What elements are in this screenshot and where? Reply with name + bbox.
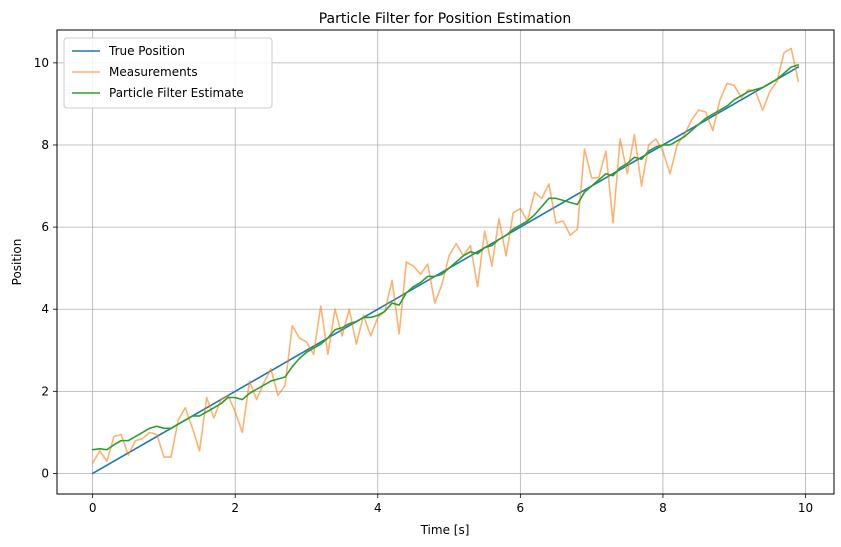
series-layer <box>91 47 800 475</box>
legend-label: Measurements <box>109 65 198 79</box>
legend-label: True Position <box>108 44 185 58</box>
y-tick-label: 4 <box>41 302 49 316</box>
y-tick-label: 0 <box>41 466 49 480</box>
y-tick-label: 2 <box>41 384 49 398</box>
legend-label: Particle Filter Estimate <box>109 86 244 100</box>
x-tick-label: 0 <box>89 501 97 515</box>
x-tick-label: 8 <box>659 501 667 515</box>
y-tick-label: 8 <box>41 138 49 152</box>
chart-title: Particle Filter for Position Estimation <box>319 11 572 27</box>
legend-box <box>63 37 273 109</box>
ticks: 0 2 4 6 8 10 0 2 4 6 8 10 <box>34 56 813 515</box>
y-tick-label: 6 <box>41 220 49 234</box>
x-tick-label: 2 <box>231 501 239 515</box>
x-tick-label: 10 <box>798 501 813 515</box>
y-tick-label: 10 <box>34 56 49 70</box>
x-axis-label: Time [s] <box>420 523 470 537</box>
x-tick-label: 4 <box>374 501 382 515</box>
x-tick-label: 6 <box>517 501 525 515</box>
legend: True Position Measurements Particle Filter… <box>63 37 273 109</box>
plot-frame <box>56 29 835 495</box>
series-line-particle-filter-estimate <box>91 64 800 451</box>
y-axis-label: Position <box>10 239 24 286</box>
grid <box>57 30 834 494</box>
